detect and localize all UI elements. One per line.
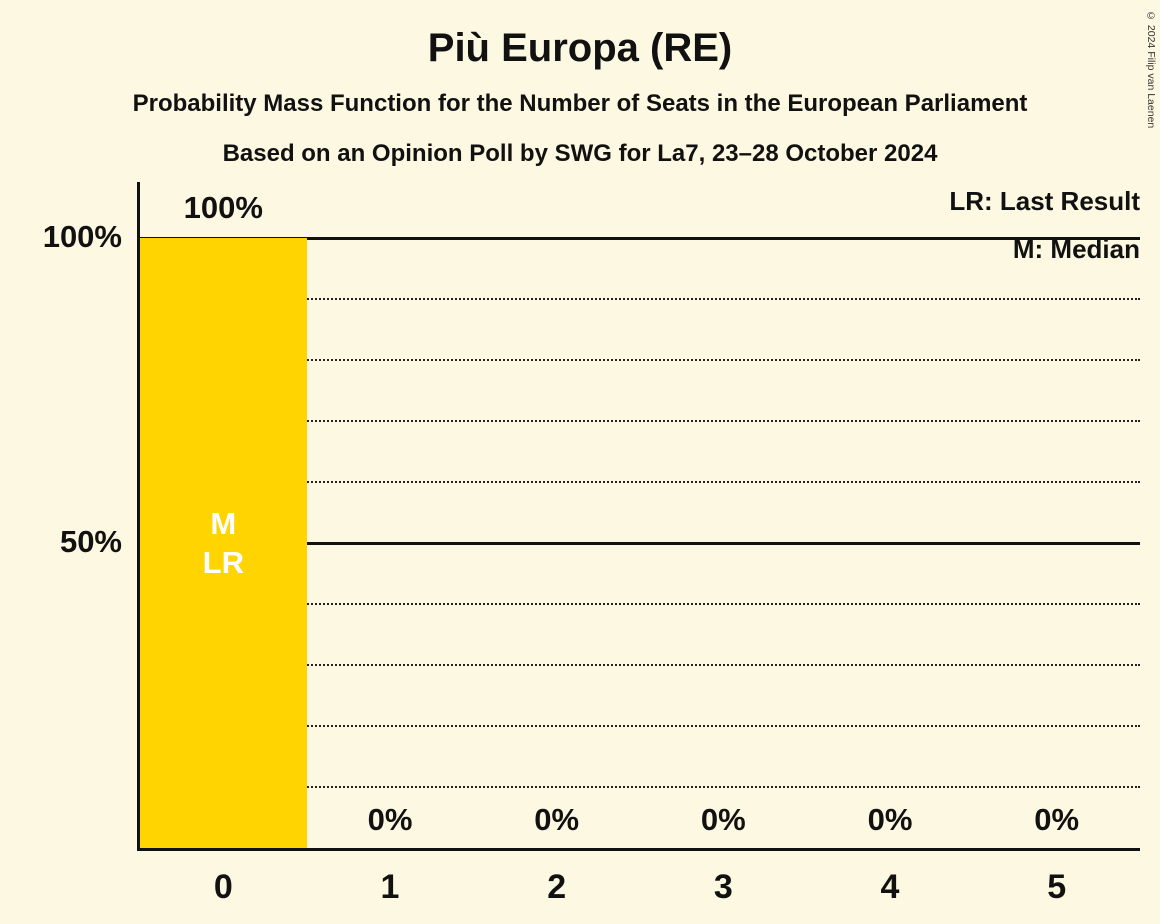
bar-slot-3: 0% xyxy=(640,238,807,848)
x-tick-label-3: 3 xyxy=(713,868,733,906)
y-axis-label-100: 100% xyxy=(42,219,122,254)
copyright-notice: © 2024 Filip van Laenen xyxy=(1145,10,1157,129)
x-tick-label-5: 5 xyxy=(1047,868,1067,906)
bar-slot-1: 0% xyxy=(307,238,474,848)
x-tick-label-2: 2 xyxy=(547,868,567,906)
bar-slot-5: 0% xyxy=(973,238,1140,848)
x-axis-ticks: 0 1 2 3 4 5 xyxy=(140,868,1140,918)
bar-value-label-1: 0% xyxy=(367,802,413,837)
gridline-solid-50 xyxy=(140,542,1140,545)
gridline-dotted-30 xyxy=(140,664,1140,666)
chart-source-line: Based on an Opinion Poll by SWG for La7,… xyxy=(222,140,938,167)
x-tick-label-1: 1 xyxy=(380,868,400,906)
bar-slot-4: 0% xyxy=(807,238,974,848)
bar-seats-0[interactable]: M LR xyxy=(140,238,307,848)
x-axis-line xyxy=(137,848,1140,851)
gridline-dotted-40 xyxy=(140,603,1140,605)
gridline-dotted-90 xyxy=(140,298,1140,300)
gridline-dotted-80 xyxy=(140,359,1140,361)
bar-value-label-2: 0% xyxy=(534,802,580,837)
plot-area: M LR 100% 0% 0% 0% 0% 0% xyxy=(140,190,1140,848)
bar-value-label-0: 100% xyxy=(183,190,263,225)
bar-value-label-3: 0% xyxy=(700,802,746,837)
y-axis-label-50: 50% xyxy=(59,524,122,559)
y-axis-line xyxy=(137,182,140,851)
bar-annotation-median-last-result: M LR xyxy=(202,506,244,580)
gridline-dotted-10 xyxy=(140,786,1140,788)
chart-title: Più Europa (RE) xyxy=(427,26,733,70)
gridline-dotted-60 xyxy=(140,481,1140,483)
gridline-dotted-70 xyxy=(140,420,1140,422)
bar-value-label-4: 0% xyxy=(867,802,913,837)
legend-last-result: LR: Last Result xyxy=(949,186,1140,216)
bar-value-label-5: 0% xyxy=(1034,802,1080,837)
bar-slot-0: M LR 100% xyxy=(140,190,307,848)
bar-slot-2: 0% xyxy=(473,238,640,848)
x-tick-label-0: 0 xyxy=(213,868,233,906)
gridline-dotted-20 xyxy=(140,725,1140,727)
gridline-solid-100 xyxy=(140,237,1140,240)
x-tick-label-4: 4 xyxy=(880,868,900,906)
chart-subtitle: Probability Mass Function for the Number… xyxy=(132,90,1028,117)
